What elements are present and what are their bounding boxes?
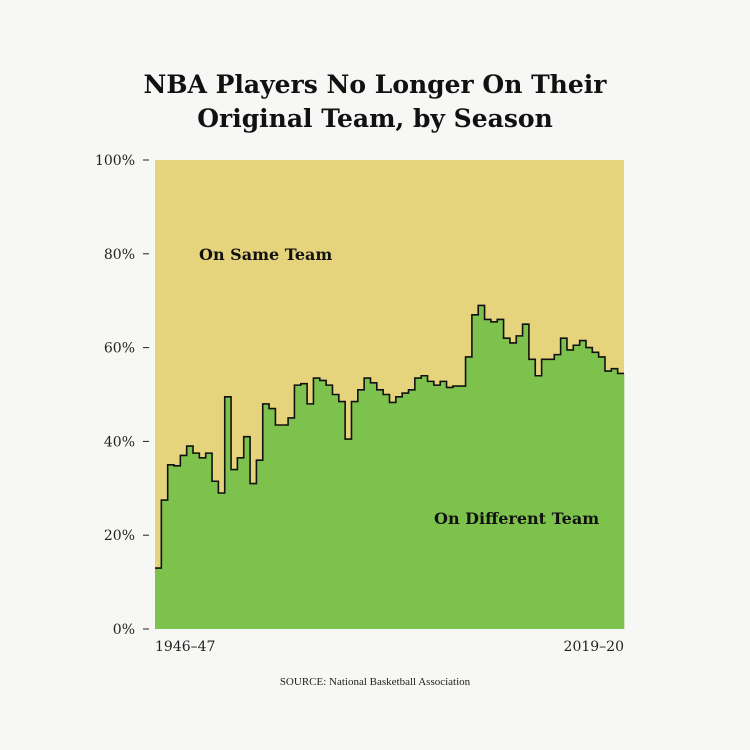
different-team-bar-55 <box>503 338 511 629</box>
different-team-bar-13 <box>237 457 245 629</box>
different-team-bar-10 <box>218 492 226 629</box>
step-line <box>155 304 624 569</box>
different-team-bar-8 <box>205 453 213 629</box>
source-note: SOURCE: National Basketball Association <box>279 676 471 688</box>
different-team-bar-11 <box>224 396 232 629</box>
different-team-bar-1 <box>161 500 168 629</box>
different-team-bar-12 <box>231 469 238 629</box>
different-team-bar-45 <box>440 381 447 629</box>
different-team-bar-72 <box>611 368 618 629</box>
different-team-bar-9 <box>212 481 219 629</box>
different-team-bar-21 <box>288 417 295 629</box>
region-label-different-team: On Different Team <box>434 509 599 528</box>
different-team-bar-60 <box>535 375 542 629</box>
different-team-bar-26 <box>319 380 327 629</box>
different-team-bar-68 <box>585 347 593 629</box>
x-tick-label-end: 2019–20 <box>564 639 624 655</box>
different-team-bar-20 <box>281 424 289 629</box>
different-team-bar-15 <box>250 483 257 629</box>
different-team-bar-38 <box>395 396 403 629</box>
different-team-bar-14 <box>243 436 251 629</box>
different-team-bar-62 <box>547 359 555 629</box>
different-team-bar-53 <box>490 321 498 629</box>
different-team-bar-18 <box>269 408 276 629</box>
different-team-bar-67 <box>579 340 587 629</box>
different-team-bar-41 <box>414 378 422 629</box>
different-team-bar-40 <box>408 389 416 629</box>
different-team-bar-27 <box>326 385 333 629</box>
different-team-bar-17 <box>262 403 270 629</box>
chart-title: NBA Players No Longer On Their Original … <box>0 68 750 136</box>
different-team-bar-24 <box>307 403 314 629</box>
different-team-bar-3 <box>174 465 181 629</box>
different-team-bar-69 <box>592 352 599 629</box>
different-team-bar-57 <box>516 335 523 629</box>
different-team-bar-65 <box>566 349 574 629</box>
different-team-bar-4 <box>180 455 187 629</box>
y-tick-label-80: 80% <box>104 247 135 263</box>
different-team-bar-7 <box>199 457 207 629</box>
different-team-bar-36 <box>383 394 390 629</box>
different-team-bar-23 <box>300 383 308 629</box>
different-team-bar-33 <box>364 378 371 629</box>
different-team-bar-73 <box>617 373 625 629</box>
different-team-bar-48 <box>459 386 466 629</box>
different-team-bar-42 <box>421 375 428 629</box>
chart-title-line-1: NBA Players No Longer On Their <box>143 70 607 99</box>
different-team-bar-39 <box>402 393 409 629</box>
different-team-bar-56 <box>509 342 517 629</box>
different-team-bar-63 <box>554 354 561 629</box>
y-tick-label-60: 60% <box>104 341 135 357</box>
different-team-bar-54 <box>497 319 504 629</box>
different-team-bar-28 <box>332 394 340 629</box>
y-tick-label-20: 20% <box>104 528 135 544</box>
different-team-bar-0 <box>155 568 162 629</box>
different-team-bar-35 <box>376 389 384 629</box>
different-team-bar-34 <box>370 382 378 629</box>
y-tick-label-100: 100% <box>95 153 135 169</box>
different-team-bar-2 <box>167 464 175 629</box>
y-tick-label-40: 40% <box>104 434 135 450</box>
different-team-bar-47 <box>452 386 460 629</box>
different-team-bar-22 <box>294 385 302 629</box>
different-team-bar-6 <box>193 453 200 629</box>
chart-title-line-2: Original Team, by Season <box>197 104 553 133</box>
different-team-bar-44 <box>433 385 441 629</box>
different-team-bar-19 <box>275 424 283 629</box>
different-team-bar-30 <box>345 439 352 629</box>
different-team-bar-5 <box>186 446 194 629</box>
different-team-bar-16 <box>256 460 264 629</box>
different-team-bar-71 <box>604 371 612 629</box>
different-team-bar-58 <box>522 324 530 629</box>
different-team-bar-59 <box>528 359 536 629</box>
different-team-bar-29 <box>338 401 346 629</box>
different-team-bar-31 <box>351 401 359 629</box>
different-team-bar-61 <box>541 359 549 629</box>
x-tick-label-start: 1946–47 <box>155 639 215 655</box>
different-team-bar-64 <box>560 338 568 629</box>
different-team-bar-50 <box>471 314 479 629</box>
different-team-bar-32 <box>357 389 365 629</box>
different-team-bar-25 <box>313 378 321 629</box>
different-team-bar-49 <box>465 356 473 629</box>
different-team-bar-43 <box>427 381 435 629</box>
region-label-same-team: On Same Team <box>199 245 332 264</box>
y-tick-label-0: 0% <box>113 622 135 638</box>
different-team-bar-46 <box>446 387 454 629</box>
different-team-bar-70 <box>598 356 606 629</box>
different-team-bar-37 <box>389 402 397 629</box>
different-team-bar-66 <box>573 345 580 629</box>
different-team-bar-52 <box>484 319 492 629</box>
different-team-bar-51 <box>478 305 485 629</box>
